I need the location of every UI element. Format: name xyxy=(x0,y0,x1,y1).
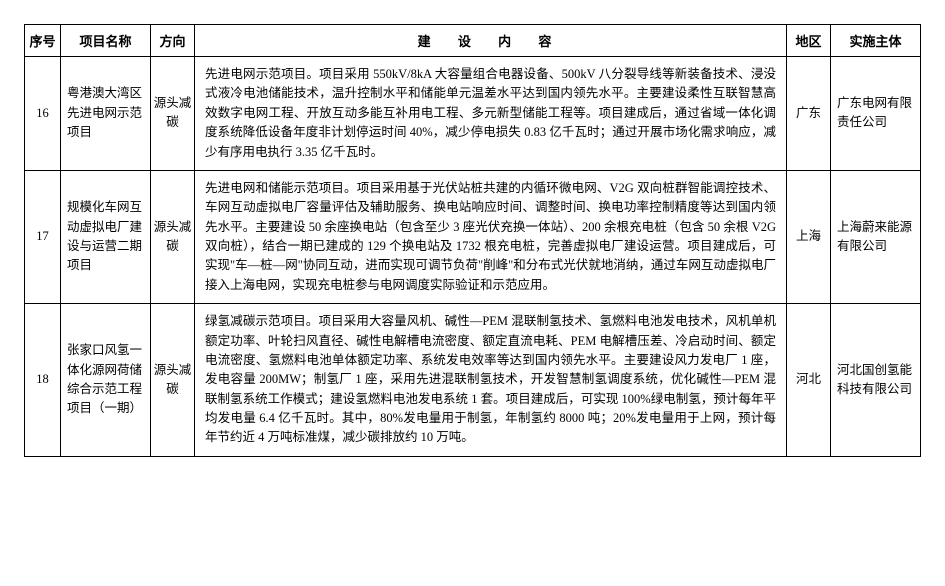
cell-name: 张家口风氢一体化源网荷储综合示范工程项目（一期） xyxy=(61,304,151,457)
table-row: 17 规模化车网互动虚拟电厂建设与运营二期项目 源头减碳 先进电网和储能示范项目… xyxy=(25,170,921,303)
document-page: 序号 项目名称 方向 建 设 内 容 地区 实施主体 16 粤港澳大湾区先进电网… xyxy=(24,24,921,457)
table-row: 18 张家口风氢一体化源网荷储综合示范工程项目（一期） 源头减碳 绿氢减碳示范项… xyxy=(25,304,921,457)
cell-dir: 源头减碳 xyxy=(151,170,195,303)
cell-num: 17 xyxy=(25,170,61,303)
th-content: 建 设 内 容 xyxy=(195,25,787,57)
th-name: 项目名称 xyxy=(61,25,151,57)
th-region: 地区 xyxy=(787,25,831,57)
cell-content: 先进电网示范项目。项目采用 550kV/8kA 大容量组合电器设备、500kV … xyxy=(195,57,787,171)
table-body: 16 粤港澳大湾区先进电网示范项目 源头减碳 先进电网示范项目。项目采用 550… xyxy=(25,57,921,457)
cell-name: 规模化车网互动虚拟电厂建设与运营二期项目 xyxy=(61,170,151,303)
projects-table: 序号 项目名称 方向 建 设 内 容 地区 实施主体 16 粤港澳大湾区先进电网… xyxy=(24,24,921,457)
th-org: 实施主体 xyxy=(831,25,921,57)
table-row: 16 粤港澳大湾区先进电网示范项目 源头减碳 先进电网示范项目。项目采用 550… xyxy=(25,57,921,171)
cell-dir: 源头减碳 xyxy=(151,304,195,457)
cell-org: 上海蔚来能源有限公司 xyxy=(831,170,921,303)
cell-num: 18 xyxy=(25,304,61,457)
cell-org: 河北国创氢能科技有限公司 xyxy=(831,304,921,457)
cell-name: 粤港澳大湾区先进电网示范项目 xyxy=(61,57,151,171)
cell-region: 广东 xyxy=(787,57,831,171)
table-head: 序号 项目名称 方向 建 设 内 容 地区 实施主体 xyxy=(25,25,921,57)
cell-num: 16 xyxy=(25,57,61,171)
cell-content: 绿氢减碳示范项目。项目采用大容量风机、碱性—PEM 混联制氢技术、氢燃料电池发电… xyxy=(195,304,787,457)
cell-region: 上海 xyxy=(787,170,831,303)
cell-content: 先进电网和储能示范项目。项目采用基于光伏站桩共建的内循环微电网、V2G 双向桩群… xyxy=(195,170,787,303)
cell-region: 河北 xyxy=(787,304,831,457)
th-num: 序号 xyxy=(25,25,61,57)
cell-org: 广东电网有限责任公司 xyxy=(831,57,921,171)
th-dir: 方向 xyxy=(151,25,195,57)
cell-dir: 源头减碳 xyxy=(151,57,195,171)
